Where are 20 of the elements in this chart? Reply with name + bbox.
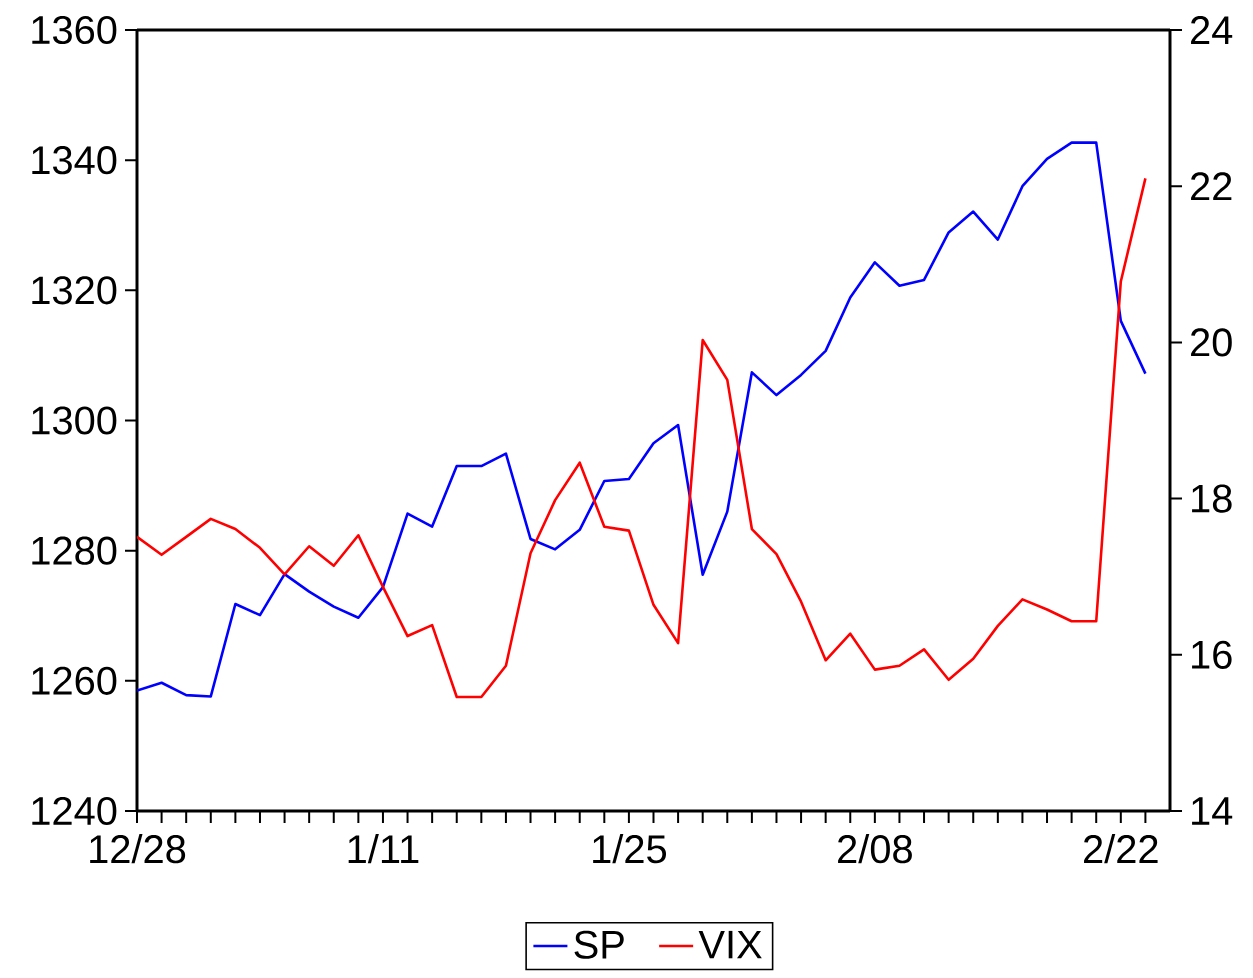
y-tick-label: 1320 — [32, 276, 117, 305]
legend-label: VIX — [698, 930, 762, 959]
x-tick-label: 1/25 — [593, 834, 667, 864]
x-tick-label: 12/28 — [90, 834, 186, 864]
y-tick-label: 1360 — [32, 15, 117, 45]
x-tick-label: 2/22 — [1084, 834, 1158, 864]
y-tick-label: 1260 — [32, 666, 117, 695]
y2-tick-label: 18 — [1192, 484, 1232, 513]
y-tick-label: 1240 — [32, 796, 117, 826]
x-tick-label: 2/08 — [838, 834, 912, 864]
y2-tick-label: 22 — [1191, 172, 1232, 201]
y2-tick-label: 14 — [1192, 797, 1233, 825]
y2-tick-label: 16 — [1192, 640, 1232, 669]
y-tick-label: 1340 — [32, 146, 117, 175]
legend-label: SP — [574, 930, 624, 959]
y-tick-label: 1300 — [32, 406, 117, 435]
y-tick-label: 1280 — [32, 536, 117, 565]
y2-tick-label: 24 — [1191, 16, 1233, 44]
y2-tick-label: 20 — [1191, 328, 1232, 357]
x-tick-label: 1/11 — [348, 834, 419, 864]
